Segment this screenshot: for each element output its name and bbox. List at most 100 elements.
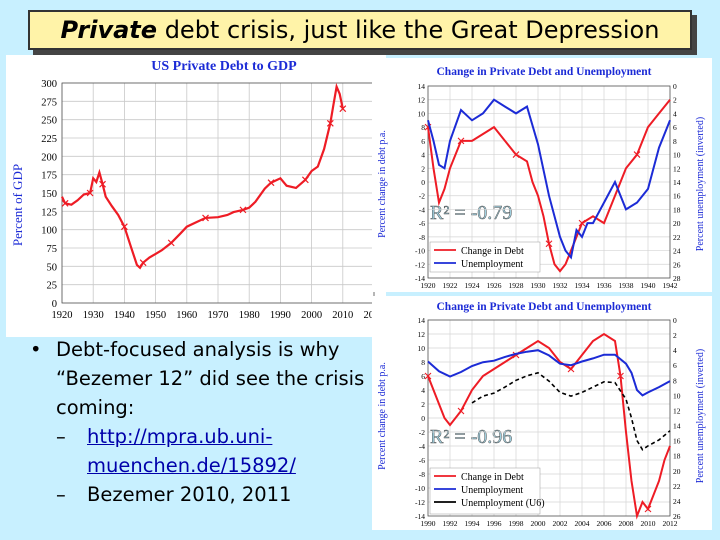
data-marker	[301, 176, 309, 184]
chart2-title: Change in Private Debt and Unemployment	[437, 66, 652, 78]
y2-tick-label: 12	[673, 406, 681, 415]
x-tick-label: 2006	[597, 519, 612, 528]
y2-tick-label: 6	[673, 361, 677, 370]
dash-marker: –	[56, 425, 66, 448]
y2-tick-label: 20	[673, 467, 681, 476]
x-tick-label: 1980	[239, 310, 260, 321]
bullet-item: • Debt-focused analysis is why “Bezemer 1…	[20, 335, 380, 422]
y2-tick-label: 0	[673, 316, 677, 325]
title-rest: debt crisis, just like the Great Depress…	[157, 16, 660, 44]
y-tick-label: 150	[41, 189, 57, 200]
data-marker	[167, 239, 175, 247]
y2-tick-label: 8	[673, 137, 677, 146]
y2-tick-label: 14	[673, 178, 681, 187]
y-tick-label: 6	[421, 137, 425, 146]
y2-tick-label: 22	[673, 482, 681, 491]
y2-tick-label: 22	[673, 233, 681, 242]
legend-label: Unemployment (U6)	[461, 498, 545, 509]
y-tick-label: 10	[418, 109, 426, 118]
y-tick-label: -10	[415, 484, 425, 493]
chart3-ylabel: Percent change in debt p.a.	[377, 362, 388, 470]
bullet-dot: •	[30, 338, 42, 361]
y-tick-label: -8	[419, 233, 425, 242]
y2-tick-label: 18	[673, 205, 681, 214]
x-tick-label: 2010	[641, 519, 656, 528]
sub-bullet-item[interactable]: – http://mpra.ub.uni-muenchen.de/15892/	[20, 422, 380, 480]
y-tick-label: 10	[418, 344, 426, 353]
unemployment-line	[427, 349, 671, 397]
data-marker	[99, 180, 106, 188]
x-tick-label: 2010	[332, 310, 353, 321]
sub-bullet-item: – Bezemer 2010, 2011	[20, 480, 380, 509]
data-marker	[202, 214, 209, 222]
y-tick-label: 100	[41, 226, 57, 237]
y2-tick-label: 26	[673, 512, 681, 521]
y-tick-label: 8	[421, 123, 425, 132]
x-tick-label: 1926	[487, 281, 502, 290]
y-tick-label: 50	[47, 262, 58, 273]
y2-tick-label: 4	[673, 346, 677, 355]
data-marker	[139, 259, 147, 267]
data-marker	[120, 223, 128, 231]
y-tick-label: 14	[418, 82, 426, 91]
y-tick-label: -8	[419, 470, 425, 479]
y2-tick-label: 28	[673, 274, 681, 283]
x-tick-label: 1922	[443, 281, 458, 290]
x-tick-label: 1930	[531, 281, 546, 290]
y-tick-label: 12	[418, 96, 426, 105]
data-marker	[457, 137, 465, 145]
data-marker	[61, 199, 69, 207]
mpra-link[interactable]: http://mpra.ub.uni-muenchen.de/15892/	[87, 425, 296, 477]
y-tick-label: 300	[41, 79, 57, 90]
x-tick-label: 1950	[145, 310, 166, 321]
y2-tick-label: 10	[673, 391, 681, 400]
y-tick-label: 0	[52, 299, 57, 310]
y2-tick-label: 16	[673, 437, 681, 446]
data-marker	[567, 365, 575, 373]
plot-frame	[427, 319, 671, 517]
x-tick-label: 1998	[509, 519, 524, 528]
y2-tick-label: 2	[673, 96, 677, 105]
title-bold: Private	[60, 16, 158, 44]
sub-bullet-text: Bezemer 2010, 2011	[87, 483, 292, 506]
chart2-r2-annotation: R² = -0.79	[430, 202, 512, 224]
dash-marker: –	[56, 483, 66, 506]
x-tick-label: 1990	[270, 310, 291, 321]
x-tick-label: 1936	[597, 281, 612, 290]
depression-era-chart: Change in Private Debt and Unemployment …	[372, 58, 712, 292]
x-tick-label: 1924	[465, 281, 480, 290]
y-tick-label: 2	[421, 164, 425, 173]
modern-era-chart: Change in Private Debt and Unemployment …	[372, 296, 712, 530]
change-in-debt-line	[427, 99, 671, 273]
chart3-r2-annotation: R² = -0.96	[430, 426, 512, 448]
y-tick-label: -10	[415, 247, 425, 256]
y-tick-label: -4	[419, 442, 425, 451]
y-tick-label: -6	[419, 456, 425, 465]
y-tick-label: 125	[41, 207, 57, 218]
data-marker	[578, 219, 586, 227]
legend-label: Unemployment	[461, 259, 523, 270]
x-tick-label: 1940	[114, 310, 135, 321]
y-tick-label: 250	[41, 116, 57, 127]
legend-box	[429, 467, 541, 515]
data-marker	[239, 206, 247, 214]
y-tick-label: -4	[419, 205, 425, 214]
data-marker	[644, 505, 652, 513]
unemployment-u6-line	[471, 371, 671, 451]
y-tick-label: -2	[419, 428, 425, 437]
data-marker	[545, 240, 553, 248]
x-tick-label: 1920	[421, 281, 436, 290]
x-tick-label: 2000	[531, 519, 546, 528]
y-tick-label: -2	[419, 192, 425, 201]
y2-tick-label: 12	[673, 164, 681, 173]
y2-tick-label: 0	[673, 82, 677, 91]
unemployment-line	[427, 98, 671, 260]
x-tick-label: 1942	[663, 281, 678, 290]
legend-label: Change in Debt	[461, 472, 524, 483]
y-tick-label: -12	[415, 260, 425, 269]
x-tick-label: 2008	[619, 519, 634, 528]
chart3-y2label: Percent unemployment (inverted)	[695, 349, 706, 483]
legend-box	[429, 241, 541, 273]
x-tick-label: 1932	[553, 281, 568, 290]
data-marker	[512, 151, 520, 158]
